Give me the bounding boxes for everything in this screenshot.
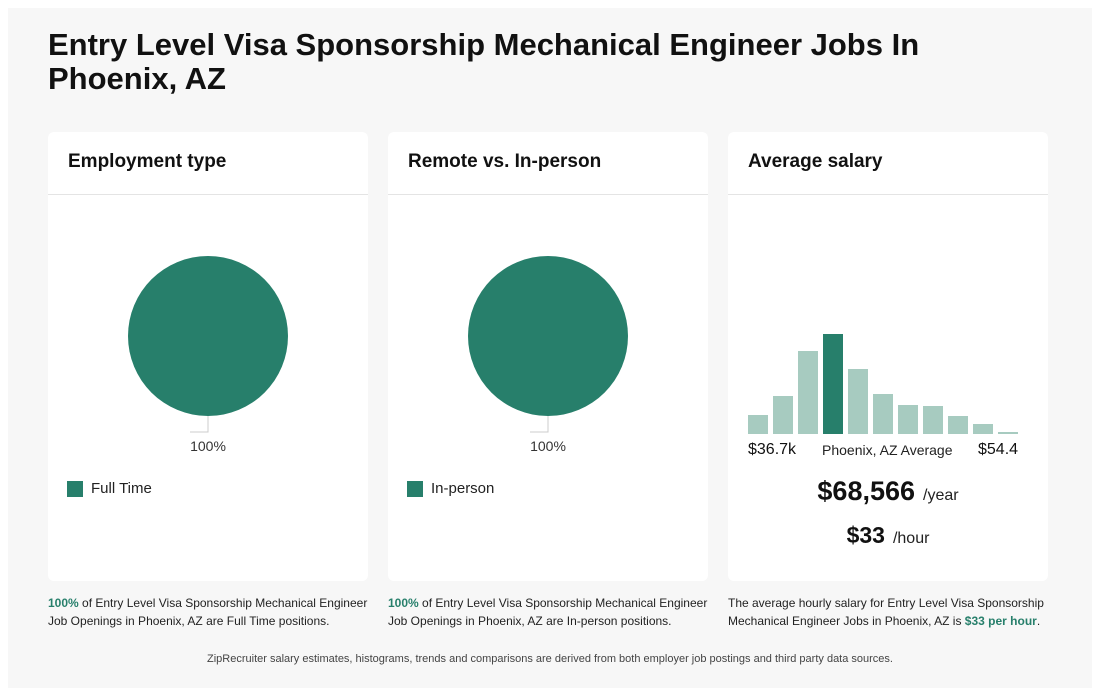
legend-label: In-person	[431, 480, 495, 497]
histogram-bar	[798, 351, 818, 434]
remote-caption: 100% of Entry Level Visa Sponsorship Mec…	[388, 594, 718, 630]
pie-slice-in-person	[468, 256, 628, 416]
range-average-label: Phoenix, AZ Average	[822, 442, 953, 458]
histogram-bar	[898, 405, 918, 434]
legend-swatch	[67, 480, 83, 497]
remote-vs-inperson-card: Remote vs. In-person 100% In-person	[388, 132, 708, 581]
yearly-salary: $68,566/year	[728, 476, 1048, 507]
histogram-bar-average	[823, 334, 843, 434]
legend-item: Full Time	[67, 480, 152, 497]
employment-type-card: Employment type 100% Full Time	[48, 132, 368, 581]
card-header: Average salary	[728, 132, 1048, 195]
caption-text-end: .	[1036, 614, 1041, 628]
range-min-label: $36.7k	[748, 441, 797, 458]
histogram-bar	[748, 415, 768, 434]
caption-percent: 100%	[388, 596, 419, 610]
caption-text: The average hourly salary for Entry Leve…	[728, 596, 1044, 628]
employment-caption: 100% of Entry Level Visa Sponsorship Mec…	[48, 594, 378, 630]
caption-text: of Entry Level Visa Sponsorship Mechanic…	[48, 596, 368, 628]
caption-text: of Entry Level Visa Sponsorship Mechanic…	[388, 596, 708, 628]
histogram-bar	[848, 369, 868, 434]
pie-percent-label: 100%	[530, 438, 566, 454]
pie-leader-line	[190, 416, 209, 433]
remote-pie-chart	[468, 256, 628, 433]
histogram-bar	[998, 432, 1018, 434]
hourly-salary-unit: /hour	[892, 530, 930, 547]
pie-percent-label: 100%	[190, 438, 226, 454]
pie-slice-full-time	[128, 256, 288, 416]
histogram-bar	[923, 406, 943, 434]
legend-item: In-person	[407, 480, 494, 497]
caption-hourly-highlight: $33 per hour	[964, 614, 1037, 628]
page-title: Entry Level Visa Sponsorship Mechanical …	[48, 27, 920, 96]
yearly-salary-unit: /year	[923, 487, 959, 504]
legend-swatch	[407, 480, 423, 497]
card-header: Remote vs. In-person	[388, 132, 708, 195]
range-max-label: $54.4	[978, 441, 1019, 458]
hourly-salary-value: $33	[846, 522, 885, 548]
histogram-bar	[773, 396, 793, 434]
employment-pie-chart	[128, 256, 288, 433]
card-header: Employment type	[48, 132, 368, 195]
pie-leader-line	[530, 416, 549, 433]
legend-label: Full Time	[91, 480, 152, 497]
page: Entry Level Visa Sponsorship Mechanical …	[8, 8, 1092, 688]
footer-disclaimer: ZipRecruiter salary estimates, histogram…	[207, 653, 893, 665]
hourly-salary: $33/hour	[728, 522, 1048, 549]
histogram-bar	[948, 416, 968, 434]
salary-caption: The average hourly salary for Entry Leve…	[728, 594, 1053, 630]
histogram-bar	[873, 394, 893, 434]
salary-histogram	[748, 334, 1018, 434]
caption-percent: 100%	[48, 596, 79, 610]
average-salary-card: Average salary $36.7k Phoenix, AZ Averag…	[728, 132, 1048, 581]
yearly-salary-value: $68,566	[817, 476, 916, 506]
histogram-bar	[973, 424, 993, 434]
salary-range-row: $36.7k Phoenix, AZ Average $54.4	[748, 441, 1018, 461]
